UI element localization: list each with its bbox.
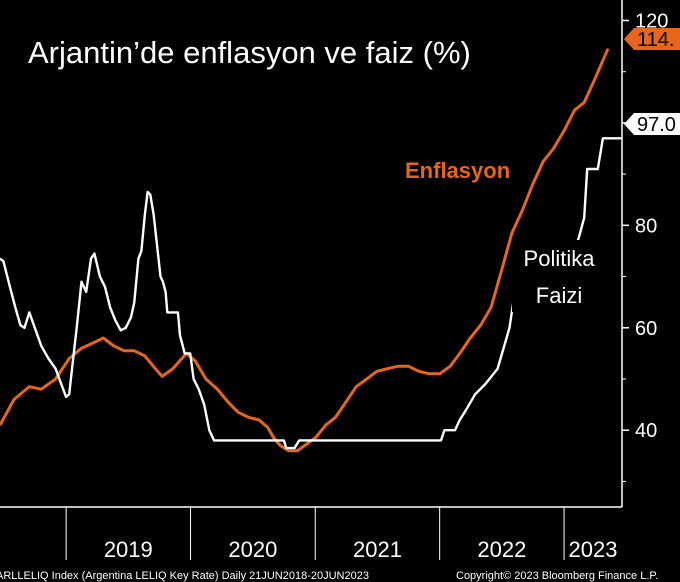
series-label-policy-rate-line1: Politika [524,246,596,271]
last-value-tag-policy-rate-bg [624,113,680,135]
footer-copyright: Copyright© 2023 Bloomberg Finance L.P. [456,570,658,582]
chart-title: Arjantin’de enflasyon ve faiz (%) [28,35,471,70]
y-tick-label-60: 60 [635,318,657,340]
series-line-inflation [0,48,610,453]
footer-source: ARLLELIQ Index (Argentina LELIQ Key Rate… [0,570,369,582]
series-label-policy-rate: Politika Faizi [512,240,608,312]
last-value-tag-inflation-bg [624,28,680,50]
x-tick-label-2021: 2021 [353,537,402,562]
last-value-inflation: 114. [637,29,674,51]
series-label-policy-rate-line2: Faizi [536,283,582,308]
y-tick-label-120: 120 [635,10,668,32]
x-axis: 2019 2020 2021 2022 2023 [0,506,622,562]
series-line-policy-rate [0,137,622,450]
y-tick-label-80: 80 [635,215,657,237]
last-value-tag-inflation: 114. [624,28,680,51]
y-tick-label-40: 40 [635,420,657,442]
last-value-policy-rate: 97.0 [637,114,676,136]
plot-area [0,48,622,453]
x-tick-label-2022: 2022 [477,537,526,562]
x-tick-label-2019: 2019 [104,537,153,562]
series-label-policy-rate-bg [512,240,608,312]
last-value-tag-policy-rate: 97.0 [624,113,680,136]
x-tick-label-2023: 2023 [569,537,618,562]
series-label-inflation: Enflasyon [405,158,510,183]
x-tick-label-2020: 2020 [228,537,277,562]
